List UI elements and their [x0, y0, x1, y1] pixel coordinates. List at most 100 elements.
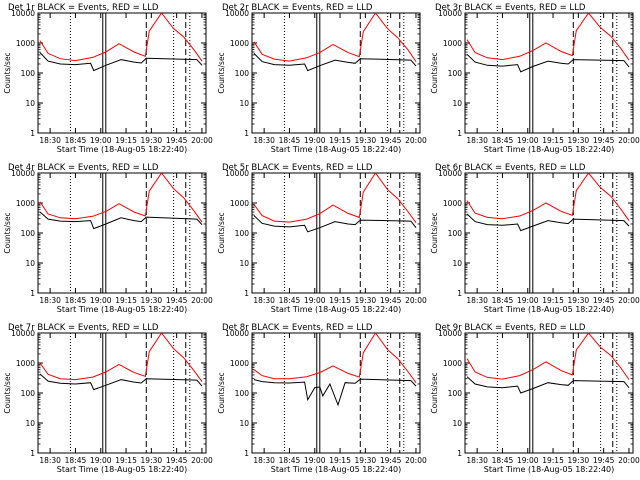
x-tick-label: 18:45 — [65, 296, 87, 305]
x-tick-label: 19:30 — [141, 296, 163, 305]
x-tick-label: 19:45 — [593, 296, 615, 305]
panel-8: Det 8r BLACK = Events, RED = LLD 1 10 100 10… — [217, 323, 427, 474]
x-tick-label: 19:00 — [304, 136, 326, 145]
x-tick-label: 18:45 — [279, 296, 301, 305]
y-tick-label: 10 — [25, 259, 35, 268]
y-tick-label: 1000 — [230, 199, 249, 208]
y-tick-label: 10 — [452, 99, 462, 108]
series-line-events — [39, 373, 203, 391]
x-tick-label: 18:45 — [279, 456, 301, 465]
series-line-events — [466, 376, 630, 394]
y-tick-label: 10000 — [225, 169, 249, 178]
panel-5: Det 5r BLACK = Events, RED = LLD 1 10 100 10… — [217, 163, 427, 314]
x-tick-label: 19:30 — [355, 456, 377, 465]
plot-frame — [464, 172, 634, 294]
y-axis-label: Counts/sec — [217, 52, 226, 93]
chart-title: Det 4r BLACK = Events, RED = LLD — [8, 163, 159, 173]
y-tick-label: 10000 — [11, 169, 35, 178]
x-tick-label: 18:45 — [492, 136, 514, 145]
panel-6: Det 6r BLACK = Events, RED = LLD 1 10 100 10… — [430, 163, 640, 314]
y-tick-label: 1000 — [16, 199, 35, 208]
x-tick-label: 18:45 — [65, 136, 87, 145]
chart-title: Det 8r BLACK = Events, RED = LLD — [222, 323, 373, 333]
x-tick-label: 19:00 — [90, 456, 112, 465]
x-tick-label: 19:45 — [380, 136, 402, 145]
y-tick-label: 100 — [235, 229, 250, 238]
chart-title: Det 3r BLACK = Events, RED = LLD — [435, 3, 586, 13]
x-tick-label: 19:00 — [90, 296, 112, 305]
y-tick-label: 10000 — [438, 329, 462, 338]
chart-title: Det 5r BLACK = Events, RED = LLD — [222, 163, 373, 173]
x-axis-label: Start Time (18-Aug-05 18:22:40) — [271, 465, 402, 474]
x-tick-label: 20:00 — [405, 296, 427, 305]
y-axis-label: Counts/sec — [3, 372, 12, 413]
y-tick-label: 1 — [244, 289, 249, 298]
x-tick-label: 18:30 — [253, 136, 275, 145]
x-tick-label: 19:00 — [517, 136, 539, 145]
y-tick-label: 10000 — [11, 9, 35, 18]
x-tick-label: 20:00 — [191, 456, 213, 465]
x-tick-label: 20:00 — [618, 456, 640, 465]
x-axis-label: Start Time (18-Aug-05 18:22:40) — [57, 305, 188, 314]
x-tick-label: 19:15 — [329, 296, 351, 305]
y-tick-label: 1 — [457, 289, 462, 298]
x-tick-label: 18:45 — [492, 296, 514, 305]
series-line-events — [39, 211, 203, 230]
y-tick-label: 100 — [21, 389, 36, 398]
x-tick-label: 20:00 — [405, 136, 427, 145]
y-tick-label: 100 — [448, 229, 463, 238]
x-tick-label: 19:30 — [568, 456, 590, 465]
x-tick-label: 18:30 — [39, 456, 61, 465]
y-axis-label: Counts/sec — [430, 212, 439, 253]
series-line-lld — [466, 333, 630, 380]
y-tick-label: 10 — [452, 419, 462, 428]
y-tick-label: 100 — [235, 389, 250, 398]
x-tick-label: 19:45 — [593, 136, 615, 145]
series-line-lld — [466, 13, 630, 61]
panel-3: Det 3r BLACK = Events, RED = LLD 1 10 100 10… — [430, 3, 640, 154]
y-tick-label: 10 — [25, 99, 35, 108]
y-tick-label: 10000 — [225, 9, 249, 18]
plot-frame — [37, 332, 207, 454]
series-line-lld — [39, 333, 203, 382]
x-tick-label: 19:30 — [355, 136, 377, 145]
x-tick-label: 19:45 — [593, 456, 615, 465]
panel-4: Det 4r BLACK = Events, RED = LLD 1 10 100 10… — [3, 163, 213, 314]
x-tick-label: 19:15 — [542, 136, 564, 145]
x-axis-label: Start Time (18-Aug-05 18:22:40) — [271, 145, 402, 154]
series-line-events — [466, 213, 630, 232]
series-line-lld — [253, 173, 417, 223]
y-tick-label: 1000 — [230, 359, 249, 368]
plot-frame — [37, 12, 207, 134]
y-tick-label: 100 — [448, 389, 463, 398]
x-axis-label: Start Time (18-Aug-05 18:22:40) — [57, 145, 188, 154]
y-tick-label: 1 — [457, 129, 462, 138]
y-axis-label: Counts/sec — [217, 212, 226, 253]
x-tick-label: 19:00 — [304, 456, 326, 465]
x-tick-label: 19:15 — [542, 296, 564, 305]
y-tick-label: 1000 — [230, 39, 249, 48]
x-tick-label: 19:00 — [517, 296, 539, 305]
x-tick-label: 19:30 — [141, 136, 163, 145]
series-line-events — [253, 53, 417, 72]
y-tick-label: 1000 — [443, 359, 462, 368]
x-tick-label: 18:30 — [253, 296, 275, 305]
x-tick-label: 18:30 — [466, 296, 488, 305]
y-tick-label: 10 — [239, 259, 249, 268]
y-tick-label: 1000 — [16, 359, 35, 368]
y-tick-label: 10000 — [11, 329, 35, 338]
y-tick-label: 10 — [25, 419, 35, 428]
y-axis-label: Counts/sec — [217, 372, 226, 413]
plot-frame — [251, 172, 421, 294]
x-tick-label: 20:00 — [191, 136, 213, 145]
y-tick-label: 10000 — [225, 329, 249, 338]
y-tick-label: 1000 — [443, 39, 462, 48]
x-tick-label: 19:30 — [355, 296, 377, 305]
x-axis-label: Start Time (18-Aug-05 18:22:40) — [484, 145, 615, 154]
y-tick-label: 100 — [21, 229, 36, 238]
y-tick-label: 1000 — [443, 199, 462, 208]
series-line-events — [253, 378, 417, 407]
series-line-events — [253, 215, 417, 233]
y-tick-label: 100 — [235, 69, 250, 78]
y-tick-label: 1 — [30, 129, 35, 138]
